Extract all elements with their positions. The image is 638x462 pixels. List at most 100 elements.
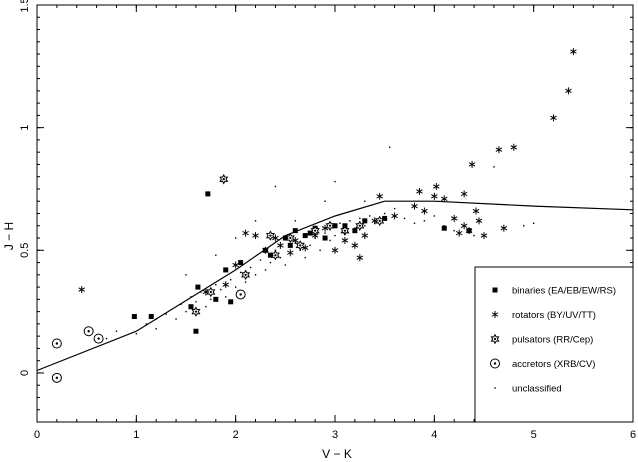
dot-point [264,269,267,271]
dot-point [532,222,535,225]
legend-label: accretors (XRB/CV) [512,359,595,370]
square-point [267,252,273,258]
square-point [193,328,199,334]
star-point [219,173,229,185]
star-point [310,225,320,236]
dot-point [403,217,406,220]
dot-point [374,222,376,225]
dot-point [175,318,177,320]
asterisk-point [262,246,269,254]
asterisk-point [440,195,448,203]
fit-line-group [36,200,634,372]
square-point [382,215,388,221]
ticks-group [36,4,634,423]
dot-point [334,180,336,183]
circle-dot-point [51,338,62,349]
dot-point [244,281,247,283]
dot-point [339,222,341,225]
tick-labels-group: 0 1 2 3 4 5 6 0 0.5 1 1.5 [19,0,636,441]
asterisk-point [341,236,349,244]
dot-point [334,234,336,237]
dot-point [274,185,277,188]
dot-point [344,232,346,234]
square-point [205,191,211,197]
legend-label: pulsators (RR/Cep) [512,335,593,346]
circle-dot-point [235,289,246,300]
dot-point [314,237,316,239]
star-point [206,286,216,298]
star-point [191,306,201,317]
legend-marker-asterisk [491,311,499,318]
square-point [292,228,298,234]
square-point [213,296,219,302]
asterisk-point [472,207,480,215]
asterisk-point [570,48,577,56]
dot-point [230,279,232,281]
star-point [325,220,335,232]
y-tick-label: 1 [19,125,31,131]
legend-marker-star [490,333,500,345]
square-point [131,314,137,320]
dot-point [180,303,182,305]
dot-point [115,330,118,332]
dot-point [383,212,386,215]
dot-point [254,220,257,222]
dot-point [249,266,252,269]
dot-point [354,227,356,229]
dot-point [319,249,321,251]
circle-dot-point [93,333,104,344]
y-axis-label: J − H [2,222,16,250]
asterisk-point [376,192,383,200]
asterisk-point [356,254,364,262]
asterisk-point [351,241,359,249]
legend-marker-dot [494,387,496,389]
dot-point [234,286,237,288]
asterisk-point [475,217,483,225]
y-tick-label: 1.5 [19,0,31,13]
dot-point [473,234,475,237]
circle-dot-point [83,326,94,337]
legend-label: binaries (EA/EB/EW/RS) [512,286,616,297]
x-axis-label: V − K [322,447,352,461]
circle-dot-point [51,372,62,383]
dot-point [324,232,326,234]
asterisk-point [431,192,438,200]
dot-point [284,264,287,266]
dot-point [289,252,291,254]
asterisk-point [450,214,458,222]
x-tick-label: 2 [233,429,239,441]
dot-point [225,296,227,298]
legend-box [474,266,634,423]
dot-point [259,259,262,261]
asterisk-point [252,232,259,240]
dot-point [145,323,147,325]
asterisk-point [565,87,572,95]
star-point [241,269,251,281]
data-points-group [51,48,577,383]
square-point [307,230,313,236]
star-point [340,225,350,236]
asterisk-point [500,224,508,232]
x-tick-label: 3 [332,429,338,441]
dot-point [155,318,157,320]
asterisk-point [468,160,476,168]
dot-point [239,271,242,274]
dot-point [234,237,237,239]
asterisk-point [550,114,557,122]
dot-point [165,313,167,315]
dot-point [364,225,366,227]
asterisk-point [232,261,239,269]
square-point [352,228,358,234]
dot-point [210,298,212,301]
square-point [148,314,154,320]
x-tick-label: 0 [34,429,40,441]
x-tick-label: 5 [531,429,537,441]
dot-point [185,274,187,276]
x-tick-label: 6 [630,429,636,441]
x-tick-label: 1 [133,429,139,441]
asterisk-point [460,190,468,198]
dot-point [279,256,282,259]
dot-point [190,296,192,298]
dot-point [294,242,296,244]
